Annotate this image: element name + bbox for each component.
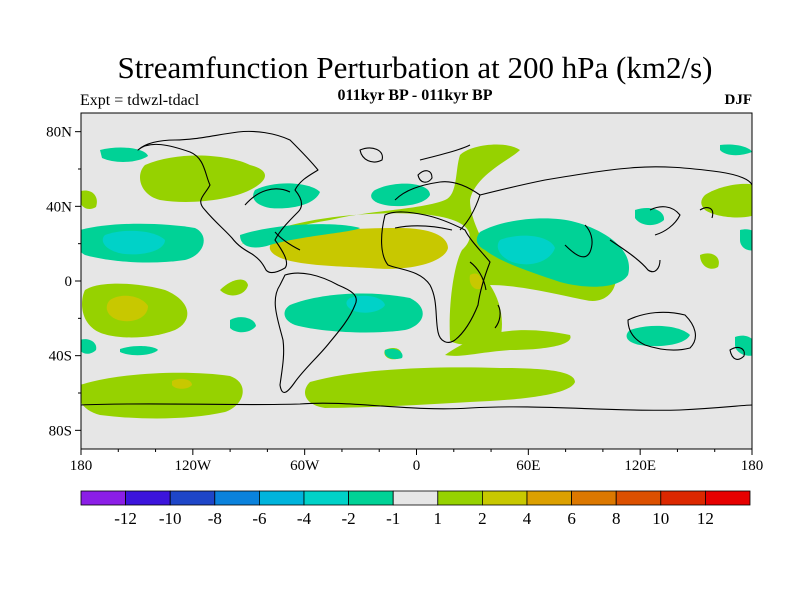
colorbar-swatch	[348, 490, 394, 506]
colorbar-label: 1	[434, 509, 443, 528]
lat-tick-label: 80S	[49, 423, 72, 439]
colorbar-swatch	[437, 490, 483, 506]
lat-tick-label: 40N	[46, 199, 72, 215]
axis-ticks: 80N 40N 0 40S 80S 180 120W 60W 0 60E 120E 180	[46, 125, 763, 474]
lon-tick-label: 180	[70, 458, 93, 474]
coastlines	[81, 130, 752, 411]
colorbar-label: 12	[697, 509, 714, 528]
colorbar-swatch	[660, 490, 706, 506]
lon-tick-label: 180	[741, 458, 764, 474]
colorbar-label: 10	[652, 509, 669, 528]
colorbar-label: 8	[612, 509, 621, 528]
lon-tick-label: 120W	[174, 458, 212, 474]
colorbar-swatch	[214, 490, 260, 506]
lon-tick-label: 60W	[290, 458, 320, 474]
streamfunction-contours	[81, 144, 752, 419]
colorbar-label: -6	[252, 509, 266, 528]
lat-tick-label: 0	[65, 274, 73, 290]
colorbar-swatch	[571, 490, 617, 506]
colorbar-swatch	[303, 490, 349, 506]
colorbar: -12 -10 -8 -6 -4 -2 -1 1 2 4 6 8 10 12	[80, 490, 751, 528]
colorbar-label: 2	[478, 509, 487, 528]
lon-tick-label: 0	[413, 458, 421, 474]
colorbar-swatch	[125, 490, 171, 506]
plot-title: Streamfunction Perturbation at 200 hPa (…	[117, 50, 713, 85]
experiment-label: Expt = tdwzl-tdacl	[80, 92, 200, 109]
colorbar-swatch	[526, 490, 572, 506]
lat-tick-label: 80N	[46, 125, 72, 141]
colorbar-label: -8	[208, 509, 222, 528]
colorbar-label: -12	[114, 509, 137, 528]
lon-tick-label: 120E	[624, 458, 656, 474]
colorbar-label: -10	[159, 509, 182, 528]
plot-subtitle: 011kyr BP - 011kyr BP	[337, 87, 493, 104]
season-label: DJF	[724, 92, 753, 108]
colorbar-swatch	[705, 490, 751, 506]
colorbar-label: -2	[342, 509, 356, 528]
colorbar-swatch	[80, 490, 126, 506]
colorbar-label: -4	[297, 509, 312, 528]
colorbar-swatch	[392, 490, 439, 506]
colorbar-label: -1	[386, 509, 400, 528]
colorbar-swatch	[481, 490, 528, 506]
colorbar-swatch	[258, 490, 305, 506]
colorbar-label: 4	[523, 509, 532, 528]
lat-tick-label: 40S	[49, 349, 72, 365]
lon-tick-label: 60E	[516, 458, 540, 474]
colorbar-swatch	[169, 490, 216, 506]
colorbar-swatch	[615, 490, 662, 506]
colorbar-label: 6	[567, 509, 576, 528]
